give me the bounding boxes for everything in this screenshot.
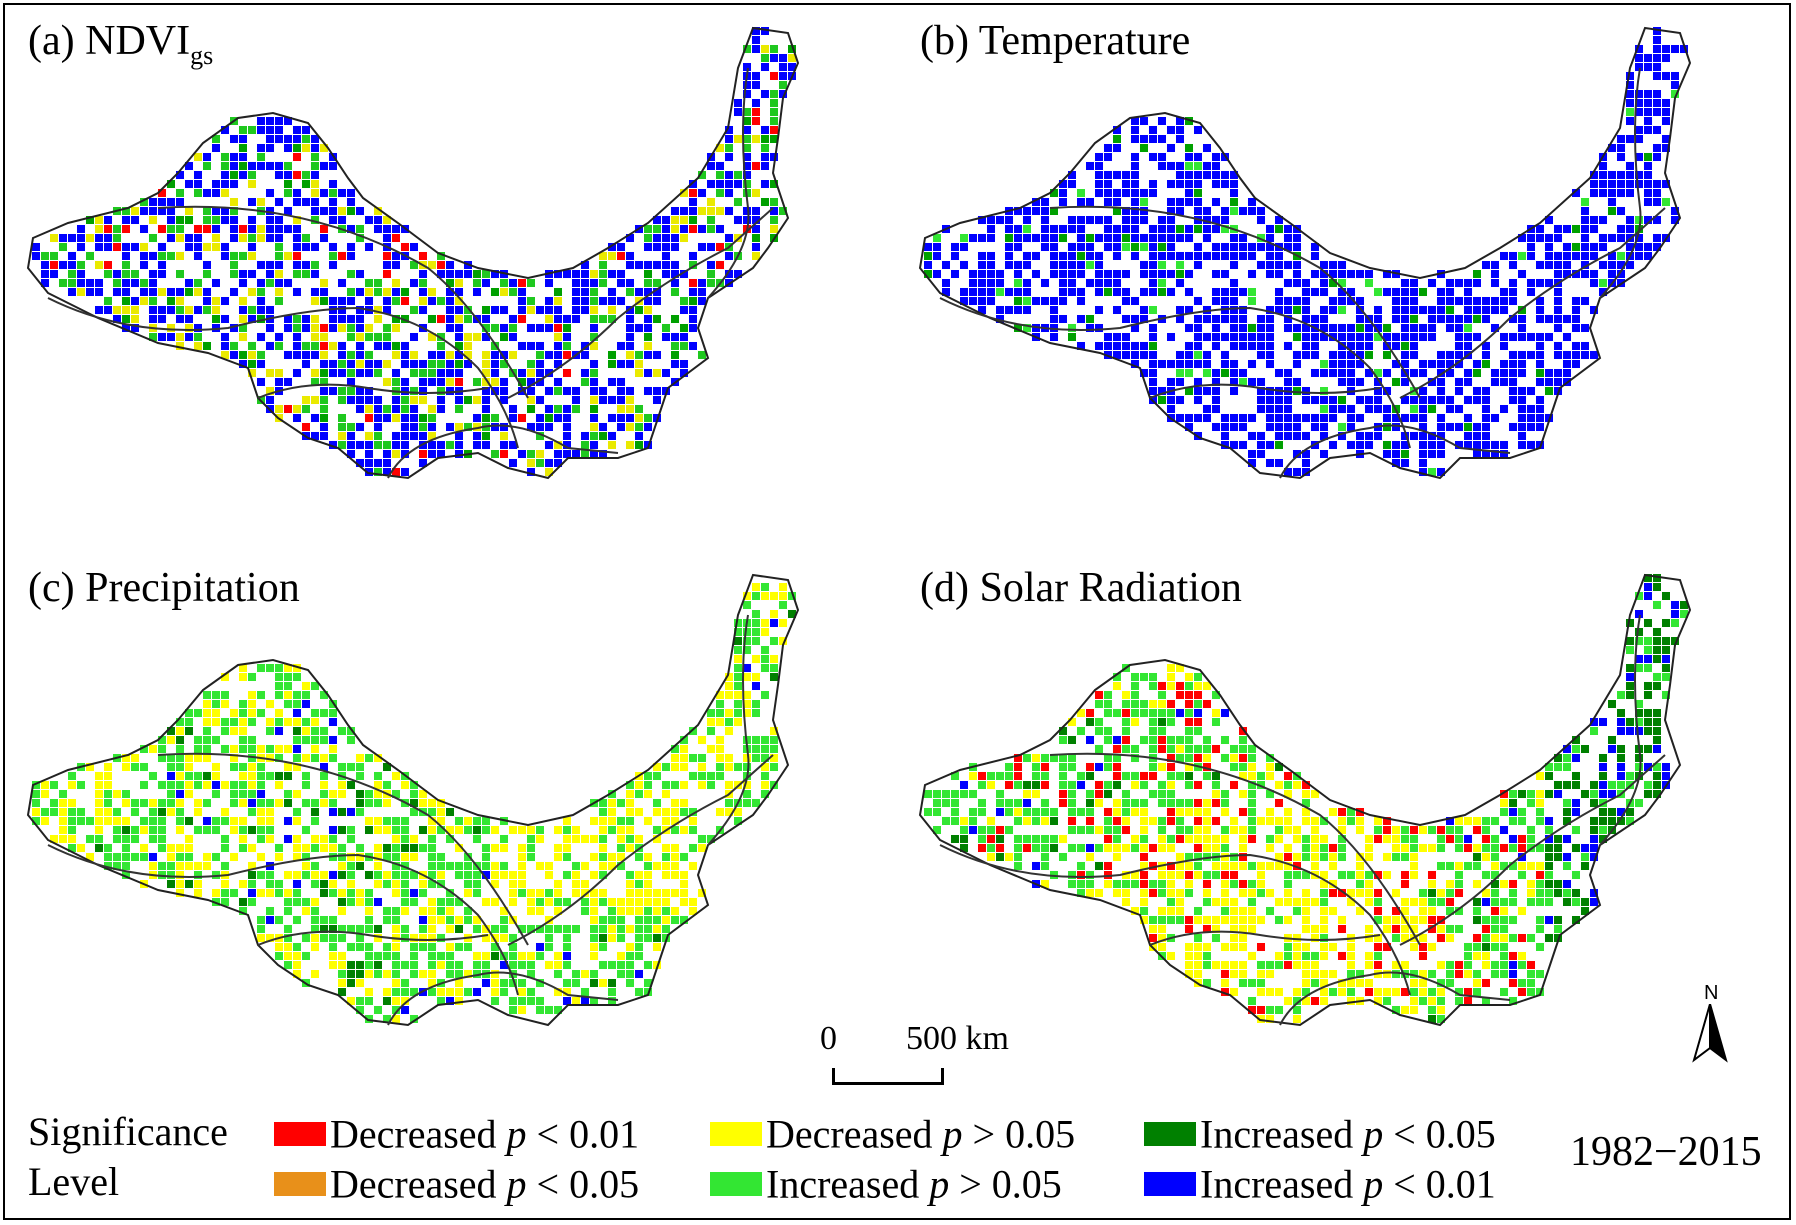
panel-title-solar-radiation: (d) Solar Radiation: [920, 565, 1242, 611]
ecoregion-line: [1279, 971, 1511, 1026]
ecoregion-line: [1599, 614, 1642, 846]
legend-title-line2: Level: [28, 1159, 120, 1204]
map-ndvi: [26, 26, 800, 480]
ecoregion-line: [47, 844, 519, 996]
ecoregion-line: [47, 297, 519, 449]
figure-frame: [3, 3, 1791, 1220]
legend-item-increased-p001: Increased p < 0.01: [1144, 1156, 1496, 1206]
pixel-field: [924, 27, 1688, 476]
panel-title-precipitation: (c) Precipitation: [28, 565, 300, 611]
region-boundary: [918, 573, 1692, 1027]
ecoregion-line: [1399, 754, 1666, 946]
legend-swatch: [710, 1121, 762, 1146]
ecoregion-line: [157, 752, 529, 946]
ecoregion-line: [1049, 752, 1421, 946]
ecoregion-line: [1399, 207, 1666, 399]
ecoregion-line: [257, 383, 489, 399]
map-precipitation: [26, 573, 800, 1027]
map-panel-solar-radiation: (d) Solar Radiation: [900, 555, 1790, 1095]
legend-item-increased-p005: Increased p < 0.05: [1144, 1106, 1496, 1156]
map-temperature: [918, 26, 1692, 480]
map-solar-radiation: [918, 573, 1692, 1027]
ecoregion-line: [1049, 205, 1421, 399]
legend-swatch: [274, 1121, 326, 1146]
region-boundary: [26, 573, 800, 1027]
ecoregion-line: [257, 930, 489, 946]
ecoregion-line: [157, 205, 529, 399]
legend-swatch: [710, 1171, 762, 1196]
north-arrow: N: [1690, 982, 1740, 1082]
legend-item-increased-pgt005: Increased p > 0.05: [710, 1156, 1062, 1206]
legend-item-decreased-pgt005: Decreased p > 0.05: [710, 1106, 1075, 1156]
panel-title-ndvi: (a) NDVIgs: [28, 18, 214, 70]
ecoregion-line: [387, 971, 619, 1026]
ecoregion-line: [1149, 930, 1381, 946]
map-panel-ndvi: (a) NDVIgs: [8, 8, 898, 548]
legend-title-line1: Significance: [28, 1109, 228, 1154]
ecoregion-line: [939, 844, 1411, 996]
legend-swatch: [274, 1171, 326, 1196]
ecoregion-line: [707, 67, 750, 299]
ecoregion-line: [507, 754, 774, 946]
map-panel-temperature: (b) Temperature: [900, 8, 1790, 548]
ecoregion-line: [1599, 67, 1642, 299]
pixel-field: [924, 574, 1688, 1023]
ecoregion-line: [1149, 383, 1381, 399]
legend-swatch: [1144, 1121, 1196, 1146]
north-arrow-icon: [1692, 1004, 1728, 1063]
scale-start-label: 0: [820, 1020, 837, 1057]
ecoregion-line: [507, 207, 774, 399]
scale-bar: 0 500 km: [820, 1020, 1009, 1100]
legend-item-decreased-p005: Decreased p < 0.05: [274, 1156, 639, 1206]
map-panel-precipitation: (c) Precipitation: [8, 555, 898, 1095]
ecoregion-line: [707, 614, 750, 846]
pixel-field: [32, 27, 796, 476]
scale-bar-line: [832, 1068, 944, 1085]
legend-swatch: [1144, 1171, 1196, 1196]
legend-item-decreased-p001: Decreased p < 0.01: [274, 1106, 639, 1156]
ecoregion-line: [387, 424, 619, 479]
ecoregion-line: [1279, 424, 1511, 479]
pixel-field: [32, 583, 796, 1023]
panel-title-temperature: (b) Temperature: [920, 18, 1191, 64]
period-label: 1982−2015: [1570, 1129, 1762, 1175]
north-label: N: [1704, 982, 1719, 1004]
ecoregion-line: [939, 297, 1411, 449]
scale-end-label: 500 km: [906, 1020, 1009, 1057]
region-boundary: [918, 26, 1692, 480]
significance-legend: Significance Level Decreased p < 0.01 De…: [22, 1106, 1762, 1216]
region-boundary: [26, 26, 800, 480]
